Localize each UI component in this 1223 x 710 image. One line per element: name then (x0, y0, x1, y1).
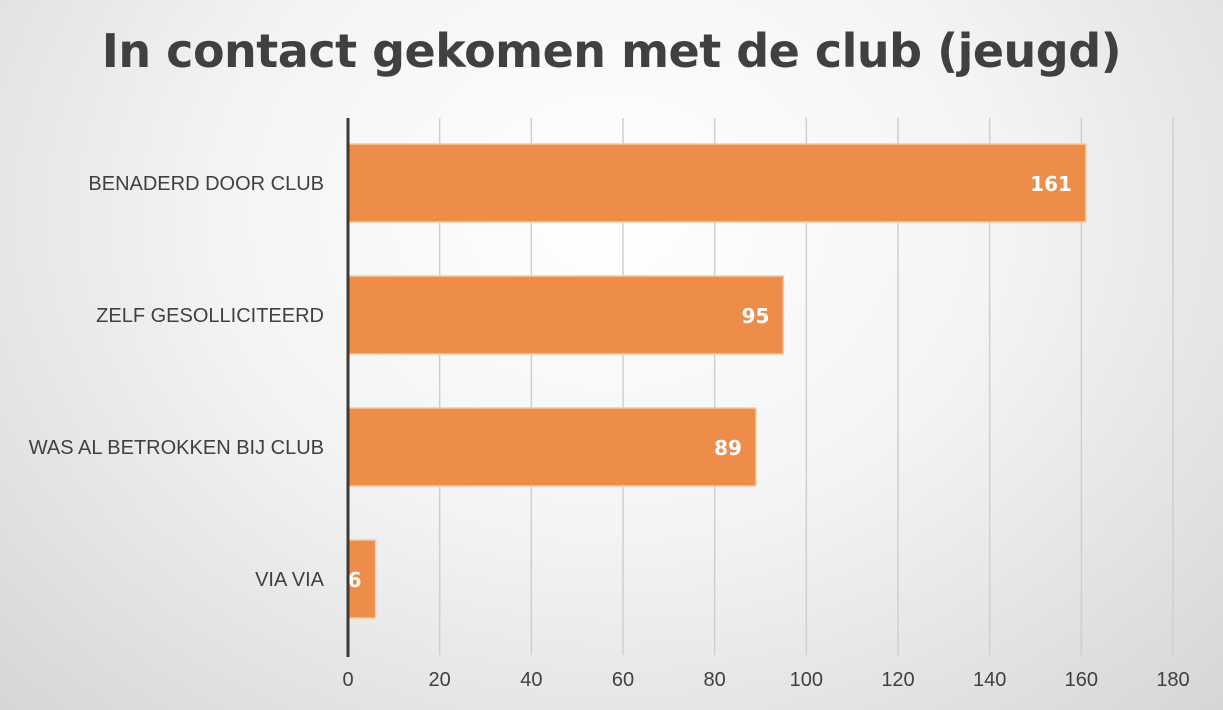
chart-title: In contact gekomen met de club (jeugd) (101, 24, 1122, 78)
bar-2 (347, 407, 757, 487)
bar-1 (347, 275, 785, 355)
x-tick-label: 180 (1156, 669, 1189, 691)
x-tick-label: 20 (429, 669, 451, 691)
axes: 0 20 40 60 80 100 120 140 160 180 BENADERD DOOR CL… (29, 118, 1190, 691)
data-label: 6 (348, 568, 362, 592)
category-label: BENADERD DOOR CLUB (88, 173, 324, 195)
x-tick-label: 80 (704, 669, 726, 691)
data-label: 161 (1030, 172, 1072, 196)
x-tick-label: 60 (612, 669, 634, 691)
x-tick-label: 40 (520, 669, 542, 691)
data-label: 89 (714, 436, 742, 460)
x-tick-label: 120 (881, 669, 914, 691)
category-label: VIA VIA (255, 569, 325, 591)
x-tick-label: 0 (342, 669, 353, 691)
x-tick-label: 140 (973, 669, 1006, 691)
data-label: 95 (742, 304, 770, 328)
category-label: WAS AL BETROKKEN BIJ CLUB (29, 437, 324, 459)
x-tick-label: 160 (1065, 669, 1098, 691)
bars: 161 95 89 6 (347, 143, 1087, 619)
x-tick-label: 100 (790, 669, 823, 691)
bar-3 (347, 539, 377, 619)
category-label: ZELF GESOLLICITEERD (96, 305, 324, 327)
bar-0 (347, 143, 1087, 223)
